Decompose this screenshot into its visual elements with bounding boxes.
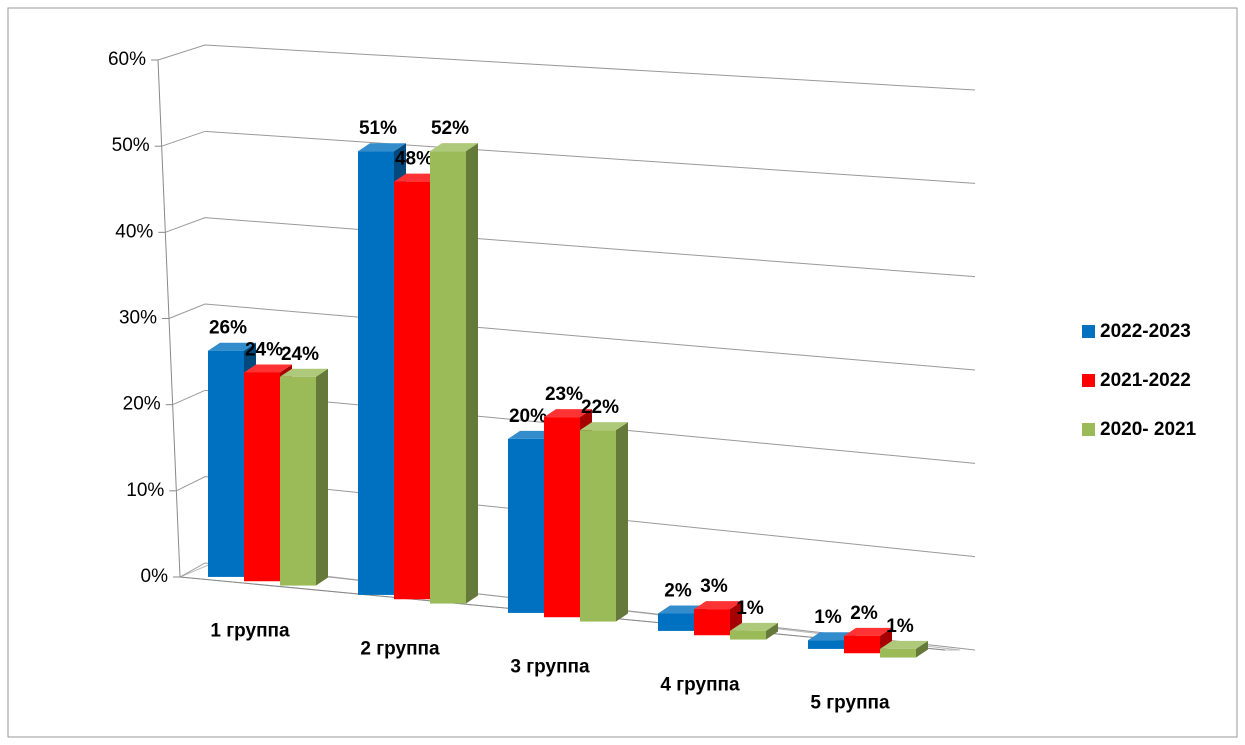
- data-label: 23%: [545, 384, 583, 405]
- bar-top: [580, 422, 628, 431]
- data-label: 1%: [814, 607, 842, 628]
- y-tick-label: 50%: [112, 135, 150, 156]
- data-label: 2%: [664, 581, 692, 602]
- bar: [730, 630, 766, 640]
- bar: [658, 613, 694, 631]
- x-tick-label: 5 группа: [810, 692, 890, 713]
- y-tick-label: 10%: [126, 480, 164, 501]
- bar-top: [880, 640, 928, 649]
- bar-top: [244, 364, 292, 373]
- data-label: 22%: [581, 397, 619, 418]
- grid-line: [161, 130, 976, 184]
- x-tick-label: 4 группа: [660, 674, 740, 695]
- bar: [844, 635, 880, 654]
- y-tick-label: 0%: [141, 566, 169, 587]
- y-tick-label: 30%: [119, 308, 157, 329]
- grid-line: [176, 476, 976, 558]
- bar: [280, 376, 316, 586]
- data-label: 24%: [281, 344, 319, 365]
- chart-frame: [7, 7, 1238, 738]
- grid-line: [168, 303, 976, 371]
- bar-top: [280, 368, 328, 377]
- bar-side: [316, 368, 328, 586]
- data-label: 26%: [209, 318, 247, 339]
- legend-swatch: [1082, 374, 1095, 387]
- bar-top: [694, 601, 742, 610]
- data-label: 3%: [700, 576, 728, 597]
- bar-side: [466, 143, 478, 604]
- bar-top: [430, 143, 478, 152]
- x-tick-label: 3 группа: [510, 656, 590, 677]
- bar: [208, 350, 244, 577]
- data-label: 24%: [245, 339, 283, 360]
- data-label: 52%: [431, 118, 469, 139]
- bar-side: [616, 422, 628, 622]
- bar: [394, 181, 430, 600]
- grid-line: [172, 389, 976, 464]
- y-tick-label: 20%: [123, 394, 161, 415]
- grid-line: [165, 217, 976, 278]
- data-label: 48%: [395, 149, 433, 170]
- bar-top: [358, 143, 406, 152]
- data-label: 1%: [886, 616, 914, 637]
- bar: [580, 430, 616, 622]
- bar-top: [844, 627, 892, 636]
- bar-top: [730, 622, 778, 631]
- y-tick-label: 40%: [115, 221, 153, 242]
- bar: [244, 372, 280, 582]
- grid-line: [157, 44, 976, 91]
- legend-label: 2022-2023: [1100, 321, 1191, 342]
- y-tick-label: 60%: [108, 49, 146, 70]
- bar: [880, 648, 916, 658]
- data-label: 51%: [359, 118, 397, 139]
- bar: [430, 151, 466, 604]
- bar: [808, 640, 844, 649]
- bar: [358, 151, 394, 595]
- x-tick-label: 1 группа: [210, 620, 290, 641]
- legend-swatch: [1082, 423, 1095, 436]
- legend-label: 2020- 2021: [1100, 419, 1197, 440]
- bar-side: [916, 640, 928, 658]
- data-label: 20%: [509, 406, 547, 427]
- legend-label: 2021-2022: [1100, 370, 1191, 391]
- bar-side: [766, 622, 778, 640]
- bar-top: [544, 409, 592, 418]
- data-label: 1%: [736, 598, 764, 619]
- legend-swatch: [1082, 325, 1095, 338]
- bar-top: [208, 342, 256, 351]
- bar: [544, 417, 580, 618]
- bar: [508, 438, 544, 613]
- x-tick-label: 2 группа: [360, 638, 440, 659]
- bar: [694, 609, 730, 636]
- data-label: 2%: [850, 603, 878, 624]
